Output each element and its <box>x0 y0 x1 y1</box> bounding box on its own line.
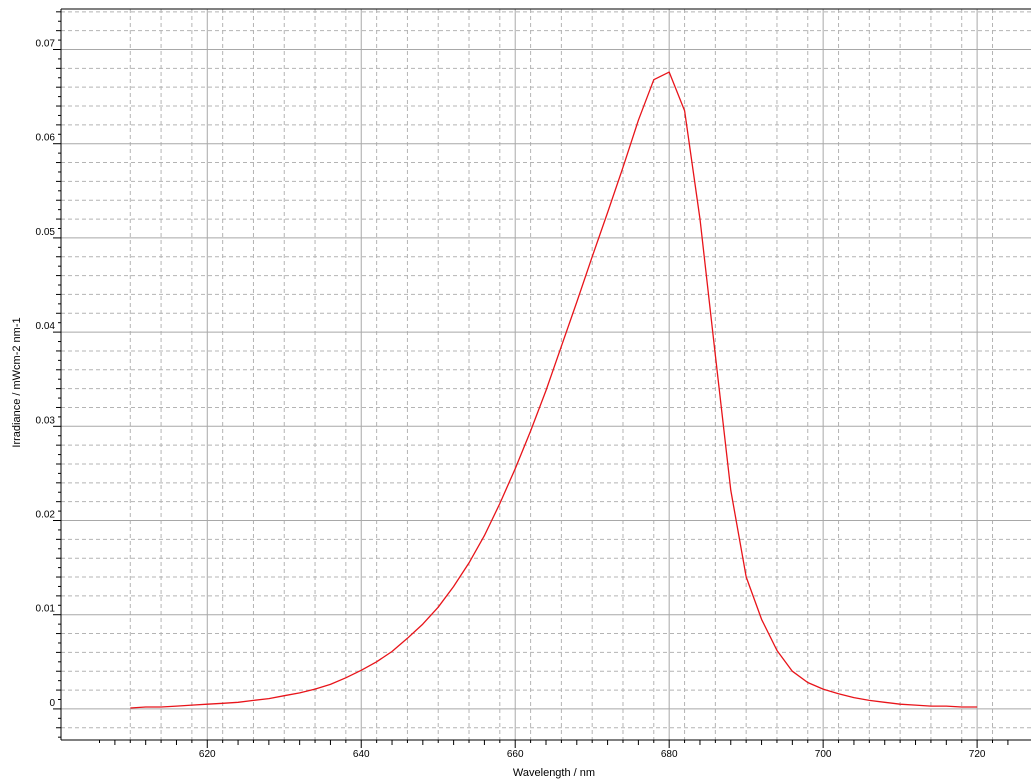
data-point <box>284 695 285 696</box>
data-point <box>253 700 254 701</box>
data-point <box>746 576 747 577</box>
data-point <box>930 705 931 706</box>
data-point <box>345 677 346 678</box>
data-point <box>977 706 978 707</box>
series-layer <box>130 71 978 709</box>
minor-grid <box>61 9 1031 740</box>
data-point <box>653 79 654 80</box>
y-tick-label: 0 <box>49 698 55 709</box>
data-point <box>145 706 146 707</box>
y-tick-label: 0.06 <box>36 133 56 144</box>
y-tick-label: 0.05 <box>36 227 56 238</box>
data-point <box>761 619 762 620</box>
data-point <box>838 693 839 694</box>
data-point <box>776 650 777 651</box>
data-point <box>669 72 670 73</box>
x-tick-label: 620 <box>199 749 216 760</box>
data-point <box>715 355 716 356</box>
data-point <box>453 586 454 587</box>
x-tick-label: 640 <box>353 749 370 760</box>
data-point <box>160 706 161 707</box>
data-point <box>853 697 854 698</box>
data-point <box>207 704 208 705</box>
data-point <box>391 651 392 652</box>
data-point <box>869 700 870 701</box>
data-point <box>376 661 377 662</box>
data-point <box>792 671 793 672</box>
x-tick-label: 700 <box>815 749 832 760</box>
series-line <box>130 71 978 709</box>
data-point <box>422 624 423 625</box>
x-tick-labels: 620 640 660 680 700 720 <box>199 749 986 760</box>
data-point <box>530 430 531 431</box>
data-point <box>299 692 300 693</box>
data-point <box>468 562 469 563</box>
y-tick-label: 0.03 <box>36 415 56 426</box>
data-point <box>130 707 131 708</box>
x-tick-label: 680 <box>661 749 678 760</box>
data-point <box>407 638 408 639</box>
data-point <box>946 705 947 706</box>
x-axis-title: Wavelength / nm <box>513 767 595 779</box>
data-point <box>484 535 485 536</box>
y-tick-label: 0.07 <box>36 39 56 50</box>
data-point <box>222 703 223 704</box>
data-point <box>900 704 901 705</box>
y-tick-label: 0.01 <box>36 604 56 615</box>
data-point <box>330 684 331 685</box>
y-axis-title: Irradiance / mWcm-2 nm-1 <box>11 317 23 447</box>
data-point <box>823 689 824 690</box>
data-point <box>638 120 639 121</box>
ticks <box>53 11 1009 748</box>
y-tick-label: 0.02 <box>36 510 56 521</box>
data-point <box>515 468 516 469</box>
data-point <box>191 705 192 706</box>
data-point <box>499 503 500 504</box>
data-point <box>961 706 962 707</box>
data-point <box>237 702 238 703</box>
x-tick-label: 660 <box>507 749 524 760</box>
y-tick-label: 0.04 <box>36 321 56 332</box>
data-point <box>884 702 885 703</box>
data-point <box>268 698 269 699</box>
data-point <box>699 218 700 219</box>
data-point <box>438 607 439 608</box>
data-point <box>314 689 315 690</box>
data-point <box>176 705 177 706</box>
data-point <box>361 670 362 671</box>
data-point <box>576 301 577 302</box>
data-point <box>622 167 623 168</box>
data-point <box>545 390 546 391</box>
data-point <box>684 110 685 111</box>
data-point <box>607 212 608 213</box>
data-point <box>915 705 916 706</box>
data-point <box>730 490 731 491</box>
x-tick-label: 720 <box>969 749 986 760</box>
major-grid <box>61 9 1031 740</box>
data-point <box>561 346 562 347</box>
y-tick-labels: 0 0.01 0.02 0.03 0.04 0.05 0.06 0.07 <box>36 39 56 709</box>
data-point <box>592 256 593 257</box>
data-point <box>807 682 808 683</box>
